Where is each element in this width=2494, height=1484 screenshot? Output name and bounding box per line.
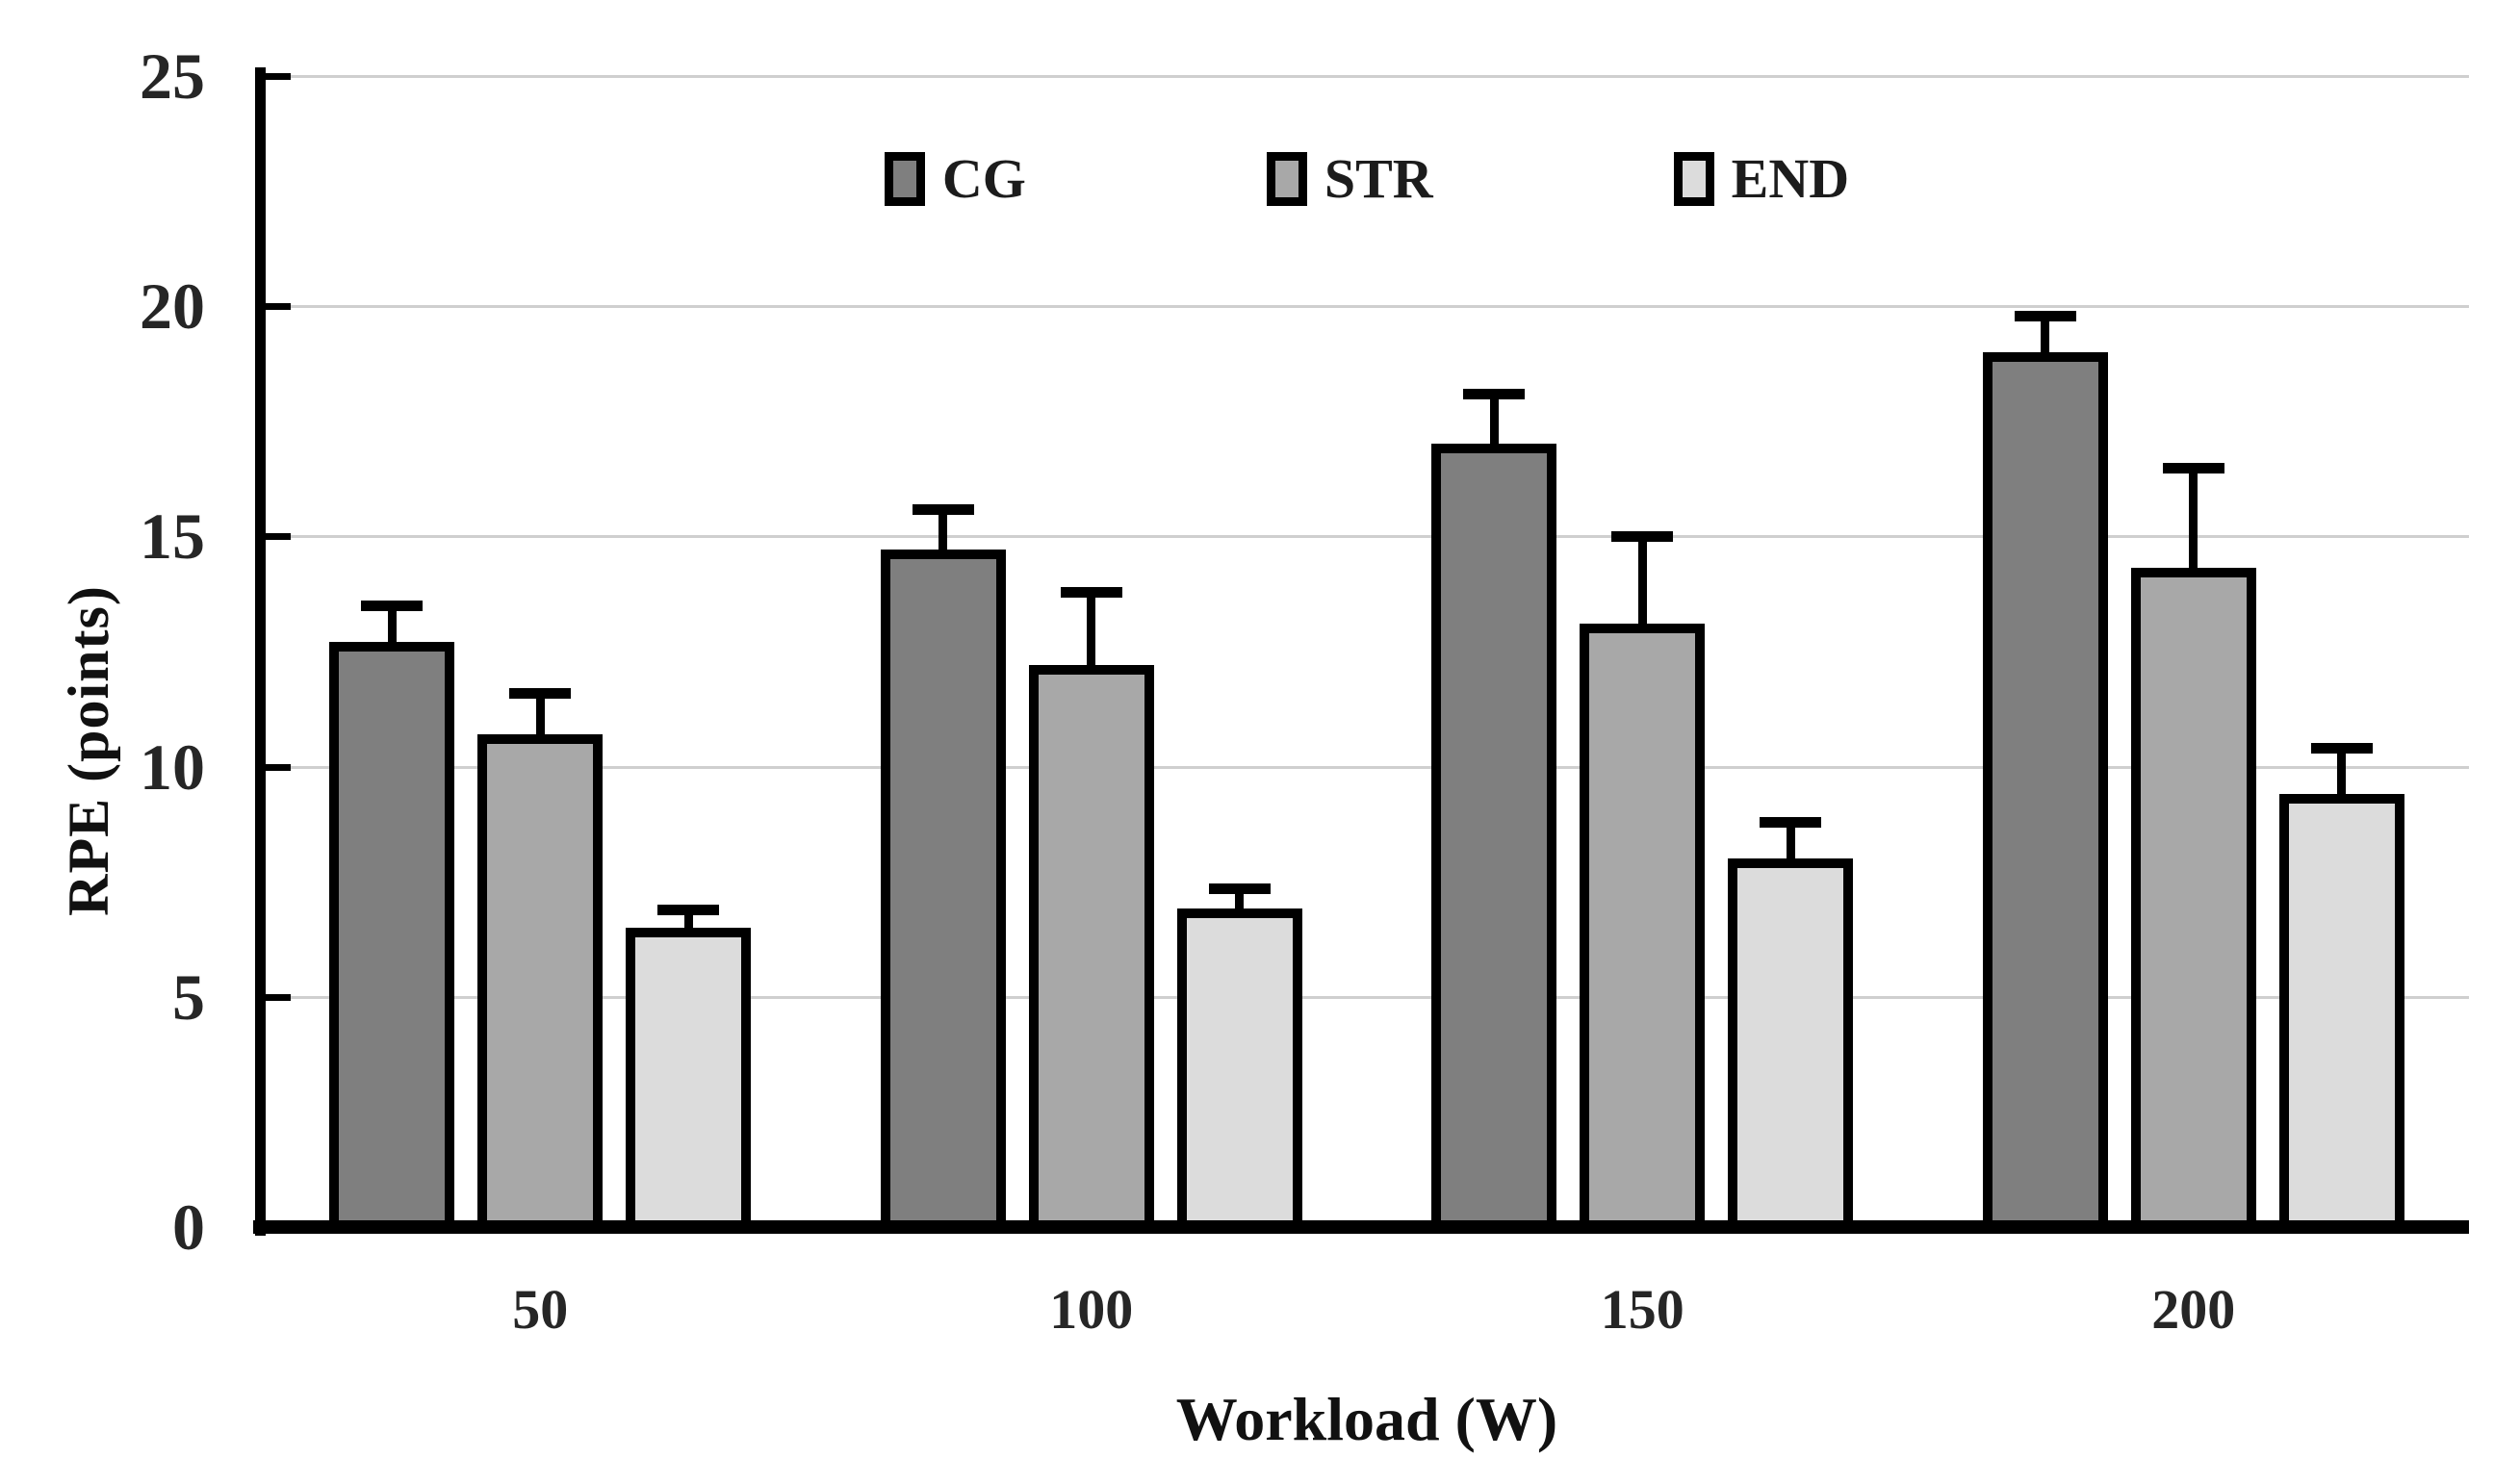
- errorbar-cap-STR-100: [1060, 586, 1122, 598]
- x-tick-label-150: 150: [1600, 1278, 1684, 1341]
- errorbar-stem-END-100: [1235, 888, 1245, 929]
- errorbar-cap-CG-50: [361, 601, 424, 612]
- x-axis-line: [253, 1220, 2469, 1234]
- errorbar-stem-CG-200: [2041, 315, 2050, 371]
- errorbar-stem-STR-100: [1087, 591, 1096, 684]
- bar-END-150: [1728, 857, 1854, 1230]
- legend-swatch-str-icon: [1266, 151, 1307, 206]
- x-tick-label-100: 100: [1049, 1278, 1134, 1341]
- legend-label-str: STR: [1324, 147, 1433, 210]
- errorbar-stem-STR-50: [535, 693, 545, 754]
- errorbar-cap-CG-100: [912, 503, 974, 515]
- errorbar-stem-CG-100: [938, 508, 948, 570]
- bar-END-50: [626, 927, 752, 1230]
- bar-CG-150: [1431, 444, 1557, 1230]
- y-tick-label-0: 0: [172, 1190, 205, 1264]
- gridline-y-20: [265, 305, 2469, 309]
- errorbar-stem-STR-150: [1637, 536, 1647, 643]
- errorbar-cap-END-150: [1760, 817, 1822, 828]
- bar-STR-150: [1580, 623, 1706, 1230]
- bar-CG-50: [329, 642, 455, 1230]
- y-tick-10: [256, 763, 291, 771]
- y-tick-5: [256, 993, 291, 1001]
- errorbar-stem-END-150: [1786, 822, 1795, 878]
- gridline-y-5: [265, 995, 2469, 999]
- y-tick-label-5: 5: [172, 959, 205, 1034]
- gridline-y-25: [265, 75, 2469, 78]
- errorbar-cap-STR-150: [1611, 531, 1674, 543]
- legend-item-cg: CG: [884, 146, 1026, 211]
- bar-STR-200: [2130, 568, 2256, 1230]
- y-axis-line: [255, 67, 266, 1236]
- bar-STR-100: [1028, 664, 1154, 1230]
- x-axis-title: Workload (W): [1175, 1385, 1558, 1453]
- bar-STR-50: [477, 733, 604, 1230]
- errorbar-cap-STR-50: [509, 688, 572, 700]
- y-tick-15: [256, 533, 291, 541]
- bar-END-200: [2278, 793, 2404, 1230]
- y-tick-label-10: 10: [140, 729, 205, 804]
- legend-item-end: END: [1673, 146, 1850, 211]
- errorbar-cap-END-50: [657, 904, 720, 915]
- errorbar-stem-CG-50: [387, 605, 397, 661]
- errorbar-stem-STR-200: [2189, 467, 2198, 588]
- errorbar-cap-CG-150: [1463, 389, 1526, 400]
- y-tick-label-20: 20: [140, 269, 205, 344]
- errorbar-stem-END-200: [2337, 748, 2347, 813]
- bar-END-100: [1176, 908, 1302, 1230]
- y-tick-label-15: 15: [140, 499, 205, 574]
- errorbar-cap-CG-200: [2014, 310, 2076, 321]
- legend-swatch-cg-icon: [884, 151, 925, 206]
- y-tick-25: [256, 73, 291, 80]
- errorbar-cap-STR-200: [2162, 462, 2224, 473]
- y-tick-20: [256, 303, 291, 311]
- legend-label-cg: CG: [941, 147, 1026, 210]
- errorbar-stem-CG-150: [1489, 394, 1499, 464]
- bar-CG-100: [880, 550, 1006, 1230]
- errorbar-cap-END-100: [1208, 883, 1271, 895]
- x-tick-label-200: 200: [2151, 1278, 2236, 1341]
- x-tick-label-50: 50: [512, 1278, 569, 1341]
- legend-label-end: END: [1731, 147, 1850, 210]
- errorbar-cap-END-200: [2310, 743, 2373, 755]
- y-tick-label-25: 25: [140, 39, 205, 113]
- gridline-y-15: [265, 535, 2469, 539]
- bar-CG-200: [1982, 351, 2108, 1230]
- legend: CG STR END: [265, 146, 2469, 211]
- legend-swatch-end-icon: [1673, 151, 1714, 206]
- gridline-y-10: [265, 765, 2469, 769]
- legend-item-str: STR: [1266, 146, 1433, 211]
